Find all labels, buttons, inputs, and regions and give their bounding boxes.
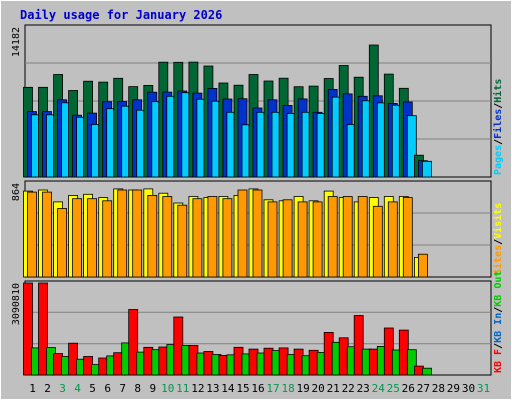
bar-sites: [102, 200, 113, 278]
day-label: 19: [296, 382, 309, 395]
legend-separator: /: [493, 103, 504, 109]
day-label: 14: [221, 382, 235, 395]
bar-kb-f: [23, 282, 33, 376]
day-label: 30: [462, 382, 475, 395]
day-label: 3: [59, 382, 66, 395]
day-label: 15: [236, 382, 249, 395]
legend-entry: Files: [492, 109, 504, 139]
day-label: 16: [251, 382, 264, 395]
bar-sites: [192, 198, 203, 278]
day-label: 1: [29, 382, 36, 395]
chart-title: Daily usage for January 2026: [20, 8, 222, 22]
bar-sites: [237, 189, 248, 278]
legend-entry: Visits: [492, 203, 504, 239]
legend-separator: /: [493, 343, 504, 349]
legend: Pages/Files/Hits: [492, 79, 504, 175]
day-label: 13: [206, 382, 219, 395]
day-label: 11: [176, 382, 189, 395]
bar-sites: [42, 191, 52, 278]
bar-pages: [421, 160, 432, 178]
legend-separator: /: [493, 239, 504, 245]
bar-sites: [357, 196, 368, 278]
bar-sites: [387, 201, 398, 278]
bar-sites: [72, 198, 82, 278]
visits-sites-panel: 864 Sites/Visits: [11, 180, 504, 278]
day-label: 28: [432, 382, 445, 395]
day-label: 6: [104, 382, 111, 395]
day-label: 25: [387, 382, 400, 395]
day-label: 8: [134, 382, 141, 395]
legend: Sites/Visits: [492, 203, 504, 275]
y-max-label: 14182: [11, 27, 22, 57]
legend: KB F/KB In/KB Out: [493, 271, 504, 373]
bar-pages: [406, 115, 417, 178]
legend-separator: /: [493, 139, 504, 145]
legend-separator: /: [493, 307, 504, 313]
bar-sites: [252, 189, 263, 278]
bar-sites: [162, 196, 173, 278]
day-label: 26: [402, 382, 415, 395]
day-label: 29: [447, 382, 460, 395]
day-label: 17: [266, 382, 279, 395]
bar-sites: [87, 198, 97, 278]
day-label: 21: [327, 382, 340, 395]
day-label: 27: [417, 382, 430, 395]
bar-kb-out: [406, 349, 417, 376]
day-label: 2: [44, 382, 51, 395]
day-label: 22: [342, 382, 355, 395]
bar-sites: [402, 197, 413, 278]
bar-sites: [57, 208, 67, 278]
bar-sites: [312, 201, 323, 278]
legend-entry: KB F: [493, 349, 504, 373]
legend-entry: Pages: [493, 145, 504, 175]
bar-sites: [207, 196, 218, 278]
day-label: 5: [89, 382, 96, 395]
y-max-label: 864: [11, 183, 22, 201]
bar-sites: [327, 196, 338, 278]
bar-sites: [177, 204, 188, 278]
day-label: 12: [191, 382, 204, 395]
bar-sites: [282, 199, 293, 278]
legend-entry: Hits: [492, 79, 504, 103]
day-label: 31: [477, 382, 490, 395]
day-labels: 1 2 3 4 5 6 7 8 9 10 11 12 13 14 15 16 17 18 19 20 21 22 23 24 2…: [29, 382, 490, 395]
legend-entry: Sites: [492, 245, 504, 275]
day-label: 10: [161, 382, 174, 395]
bar-sites: [267, 201, 278, 278]
day-label: 18: [281, 382, 294, 395]
day-label: 24: [372, 382, 386, 395]
day-label: 4: [74, 382, 81, 395]
bar-sites: [297, 201, 308, 278]
legend-entry: KB Out: [493, 271, 504, 307]
bar-sites: [147, 194, 158, 278]
day-label: 23: [357, 382, 370, 395]
bar-sites: [222, 198, 233, 278]
bar-sites: [372, 205, 383, 278]
bar-kb-f: [38, 282, 48, 376]
bar-sites: [132, 189, 143, 278]
bar-sites: [117, 189, 128, 278]
bar-kb-f: [128, 309, 139, 376]
day-label: 20: [311, 382, 324, 395]
bar-sites: [27, 191, 37, 278]
y-max-label: 3090810: [11, 283, 22, 325]
bar-kb-out: [421, 367, 432, 376]
bar-kb-f: [353, 315, 364, 376]
day-label: 7: [119, 382, 126, 395]
legend-entry: KB In: [493, 313, 504, 343]
day-label: 9: [149, 382, 156, 395]
bar-sites: [342, 196, 353, 278]
bar-sites: [417, 253, 428, 278]
